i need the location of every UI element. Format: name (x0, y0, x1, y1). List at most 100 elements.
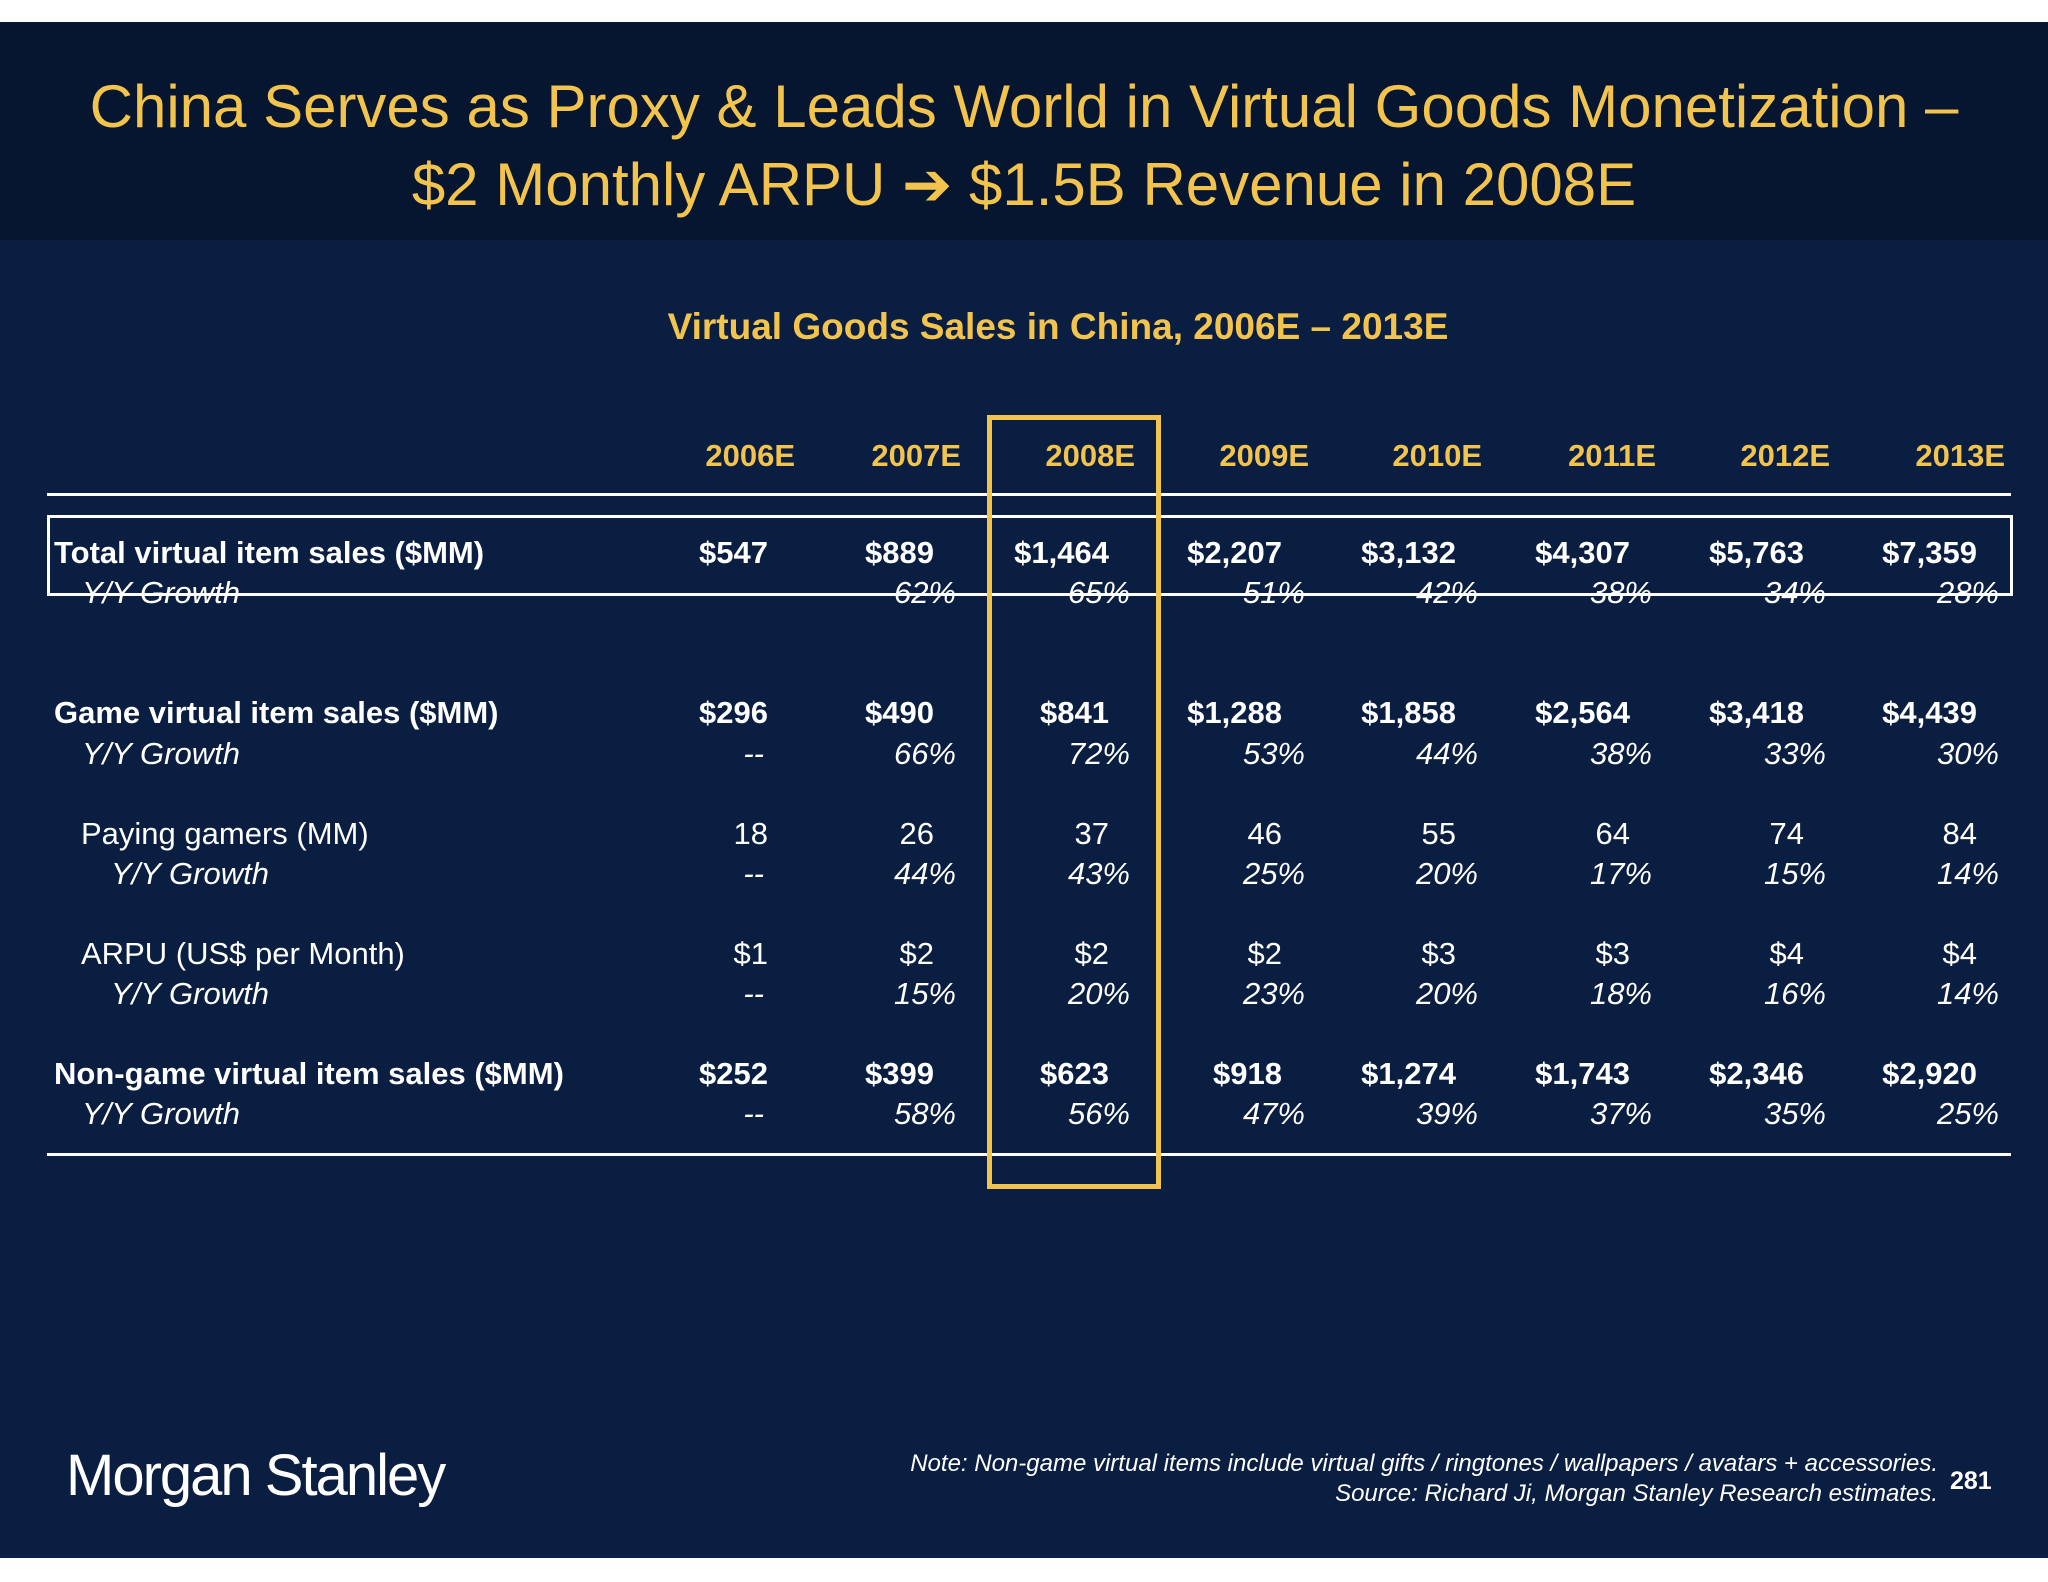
cell-2006e: -- (743, 976, 764, 1011)
row-label: Paying gamers (MM) (81, 816, 369, 851)
cell-2010e: $1,858 (1361, 695, 1456, 730)
row-label: ARPU (US$ per Month) (81, 936, 405, 971)
cell-2012e: 74 (1769, 816, 1804, 851)
cell-2007e: 44% (893, 856, 956, 891)
column-header-2006e: 2006E (705, 438, 795, 473)
cell-2013e: 25% (1936, 1096, 1999, 1131)
cell-2013e: 28% (1936, 575, 1999, 610)
cell-2013e: 14% (1936, 976, 1999, 1011)
cell-2007e: $2 (899, 936, 934, 971)
cell-2006e: $252 (699, 1056, 768, 1091)
cell-2010e: 44% (1415, 736, 1478, 771)
cell-2010e: $3 (1421, 936, 1456, 971)
column-header-2007e: 2007E (871, 438, 961, 473)
column-header-2012e: 2012E (1740, 438, 1830, 473)
cell-2011e: 38% (1589, 736, 1652, 771)
cell-2012e: $2,346 (1709, 1056, 1804, 1091)
cell-2007e: 62% (893, 575, 956, 610)
cell-2008e: 20% (1067, 976, 1130, 1011)
cell-2012e: 16% (1763, 976, 1826, 1011)
column-header-2010e: 2010E (1392, 438, 1482, 473)
cell-2010e: $1,274 (1361, 1056, 1456, 1091)
cell-2009e: 46 (1247, 816, 1282, 851)
cell-2006e: -- (743, 575, 764, 610)
row-label: Non-game virtual item sales ($MM) (54, 1056, 564, 1091)
page-number: 281 (1950, 1467, 1992, 1495)
cell-2007e: 66% (893, 736, 956, 771)
cell-2013e: $7,359 (1882, 535, 1977, 570)
cell-2012e: 34% (1763, 575, 1826, 610)
cell-2007e: 58% (893, 1096, 956, 1131)
cell-2009e: 53% (1242, 736, 1305, 771)
cell-2013e: 14% (1936, 856, 1999, 891)
cell-2008e: 65% (1067, 575, 1130, 610)
cell-2013e: $4,439 (1882, 695, 1977, 730)
cell-2007e: $889 (865, 535, 934, 570)
cell-2011e: $3 (1595, 936, 1630, 971)
cell-2006e: $296 (699, 695, 768, 730)
cell-2008e: 43% (1067, 856, 1130, 891)
cell-2009e: 51% (1242, 575, 1305, 610)
cell-2012e: 15% (1763, 856, 1826, 891)
cell-2010e: 55 (1421, 816, 1456, 851)
cell-2010e: 20% (1415, 976, 1478, 1011)
cell-2012e: 33% (1763, 736, 1826, 771)
cell-2009e: 47% (1242, 1096, 1305, 1131)
column-header-2011e: 2011E (1568, 438, 1656, 473)
title-band: China Serves as Proxy & Leads World in V… (0, 22, 2048, 240)
cell-2006e: -- (743, 736, 764, 771)
cell-2009e: 23% (1242, 976, 1305, 1011)
cell-2011e: $1,743 (1535, 1056, 1630, 1091)
cell-2008e: 56% (1067, 1096, 1130, 1131)
footnote: Note: Non-game virtual items include vir… (910, 1450, 1938, 1477)
cell-2008e: 37 (1074, 816, 1109, 851)
cell-2011e: 38% (1589, 575, 1652, 610)
row-label: Y/Y Growth (82, 575, 240, 610)
cell-2007e: 26 (899, 816, 934, 851)
cell-2011e: $4,307 (1535, 535, 1630, 570)
cell-2009e: $918 (1213, 1056, 1282, 1091)
cell-2006e: $1 (733, 936, 768, 971)
cell-2011e: 17% (1589, 856, 1652, 891)
row-label: Y/Y Growth (111, 976, 269, 1011)
cell-2011e: 37% (1589, 1096, 1652, 1131)
cell-2010e: 20% (1415, 856, 1478, 891)
cell-2012e: $3,418 (1709, 695, 1804, 730)
header-divider (47, 493, 2011, 496)
cell-2010e: 42% (1415, 575, 1478, 610)
cell-2012e: 35% (1763, 1096, 1826, 1131)
cell-2011e: 18% (1589, 976, 1652, 1011)
cell-2008e: $623 (1040, 1056, 1109, 1091)
cell-2008e: $2 (1074, 936, 1109, 971)
cell-2010e: $3,132 (1361, 535, 1456, 570)
row-label: Total virtual item sales ($MM) (54, 535, 485, 570)
row-label: Y/Y Growth (82, 736, 240, 771)
cell-2007e: $399 (865, 1056, 934, 1091)
cell-2006e: -- (743, 1096, 764, 1131)
source-note: Source: Richard Ji, Morgan Stanley Resea… (1335, 1480, 1938, 1507)
cell-2009e: $2 (1247, 936, 1282, 971)
cell-2006e: $547 (699, 535, 768, 570)
cell-2007e: $490 (865, 695, 934, 730)
total-row-box (47, 515, 2013, 596)
column-header-2013e: 2013E (1915, 438, 2005, 473)
cell-2013e: $2,920 (1882, 1056, 1977, 1091)
row-label: Game virtual item sales ($MM) (54, 695, 499, 730)
cell-2012e: $5,763 (1709, 535, 1804, 570)
table-title: Virtual Goods Sales in China, 2006E – 20… (667, 306, 1449, 347)
cell-2008e: $1,464 (1014, 535, 1109, 570)
cell-2010e: 39% (1415, 1096, 1478, 1131)
row-label: Y/Y Growth (111, 856, 269, 891)
cell-2008e: 72% (1067, 736, 1130, 771)
cell-2011e: $2,564 (1535, 695, 1630, 730)
cell-2006e: -- (743, 856, 764, 891)
cell-2011e: 64 (1595, 816, 1630, 851)
slide-title-line2: $2 Monthly ARPU ➔ $1.5B Revenue in 2008E (411, 151, 1637, 218)
cell-2009e: $2,207 (1187, 535, 1282, 570)
table-bottom-divider (47, 1153, 2011, 1156)
cell-2008e: $841 (1040, 695, 1109, 730)
column-header-2008e: 2008E (1045, 438, 1135, 473)
column-header-2009e: 2009E (1219, 438, 1309, 473)
row-label: Y/Y Growth (82, 1096, 240, 1131)
cell-2009e: 25% (1242, 856, 1305, 891)
